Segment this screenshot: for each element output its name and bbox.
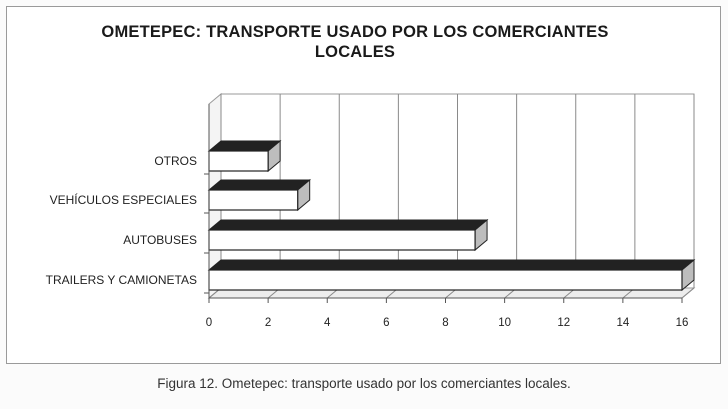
bar <box>208 150 269 172</box>
floor-gridline <box>681 287 695 299</box>
x-tick-label: 10 <box>498 317 511 329</box>
bar <box>208 269 683 291</box>
x-tick-label: 6 <box>383 317 389 329</box>
category-label: OTROS <box>154 154 197 168</box>
category-label: VEHÍCULOS ESPECIALES <box>50 192 197 207</box>
x-tick-label: 0 <box>206 317 212 329</box>
category-label: AUTOBUSES <box>123 233 197 247</box>
chart-title-line-2: LOCALES <box>314 43 396 61</box>
x-tick-label: 16 <box>676 317 689 329</box>
x-tick-label: 12 <box>557 317 570 329</box>
category-label: TRAILERS Y CAMIONETAS <box>46 273 197 287</box>
x-tick-label: 2 <box>265 317 271 329</box>
bar <box>208 189 299 211</box>
x-tick-label: 14 <box>616 317 629 329</box>
bar-top-face <box>207 259 696 271</box>
x-tick-label: 8 <box>442 317 448 329</box>
x-tick-label: 4 <box>324 317 331 329</box>
chart-title: OMETEPEC: TRANSPORTE USADO POR LOS COMER… <box>0 22 710 62</box>
bar-top-face <box>207 179 312 191</box>
figure-caption: Figura 12. Ometepec: transporte usado po… <box>157 376 571 391</box>
bar-top-face <box>207 219 489 231</box>
bar <box>208 229 476 251</box>
chart-title-line-1: OMETEPEC: TRANSPORTE USADO POR LOS COMER… <box>101 23 609 41</box>
